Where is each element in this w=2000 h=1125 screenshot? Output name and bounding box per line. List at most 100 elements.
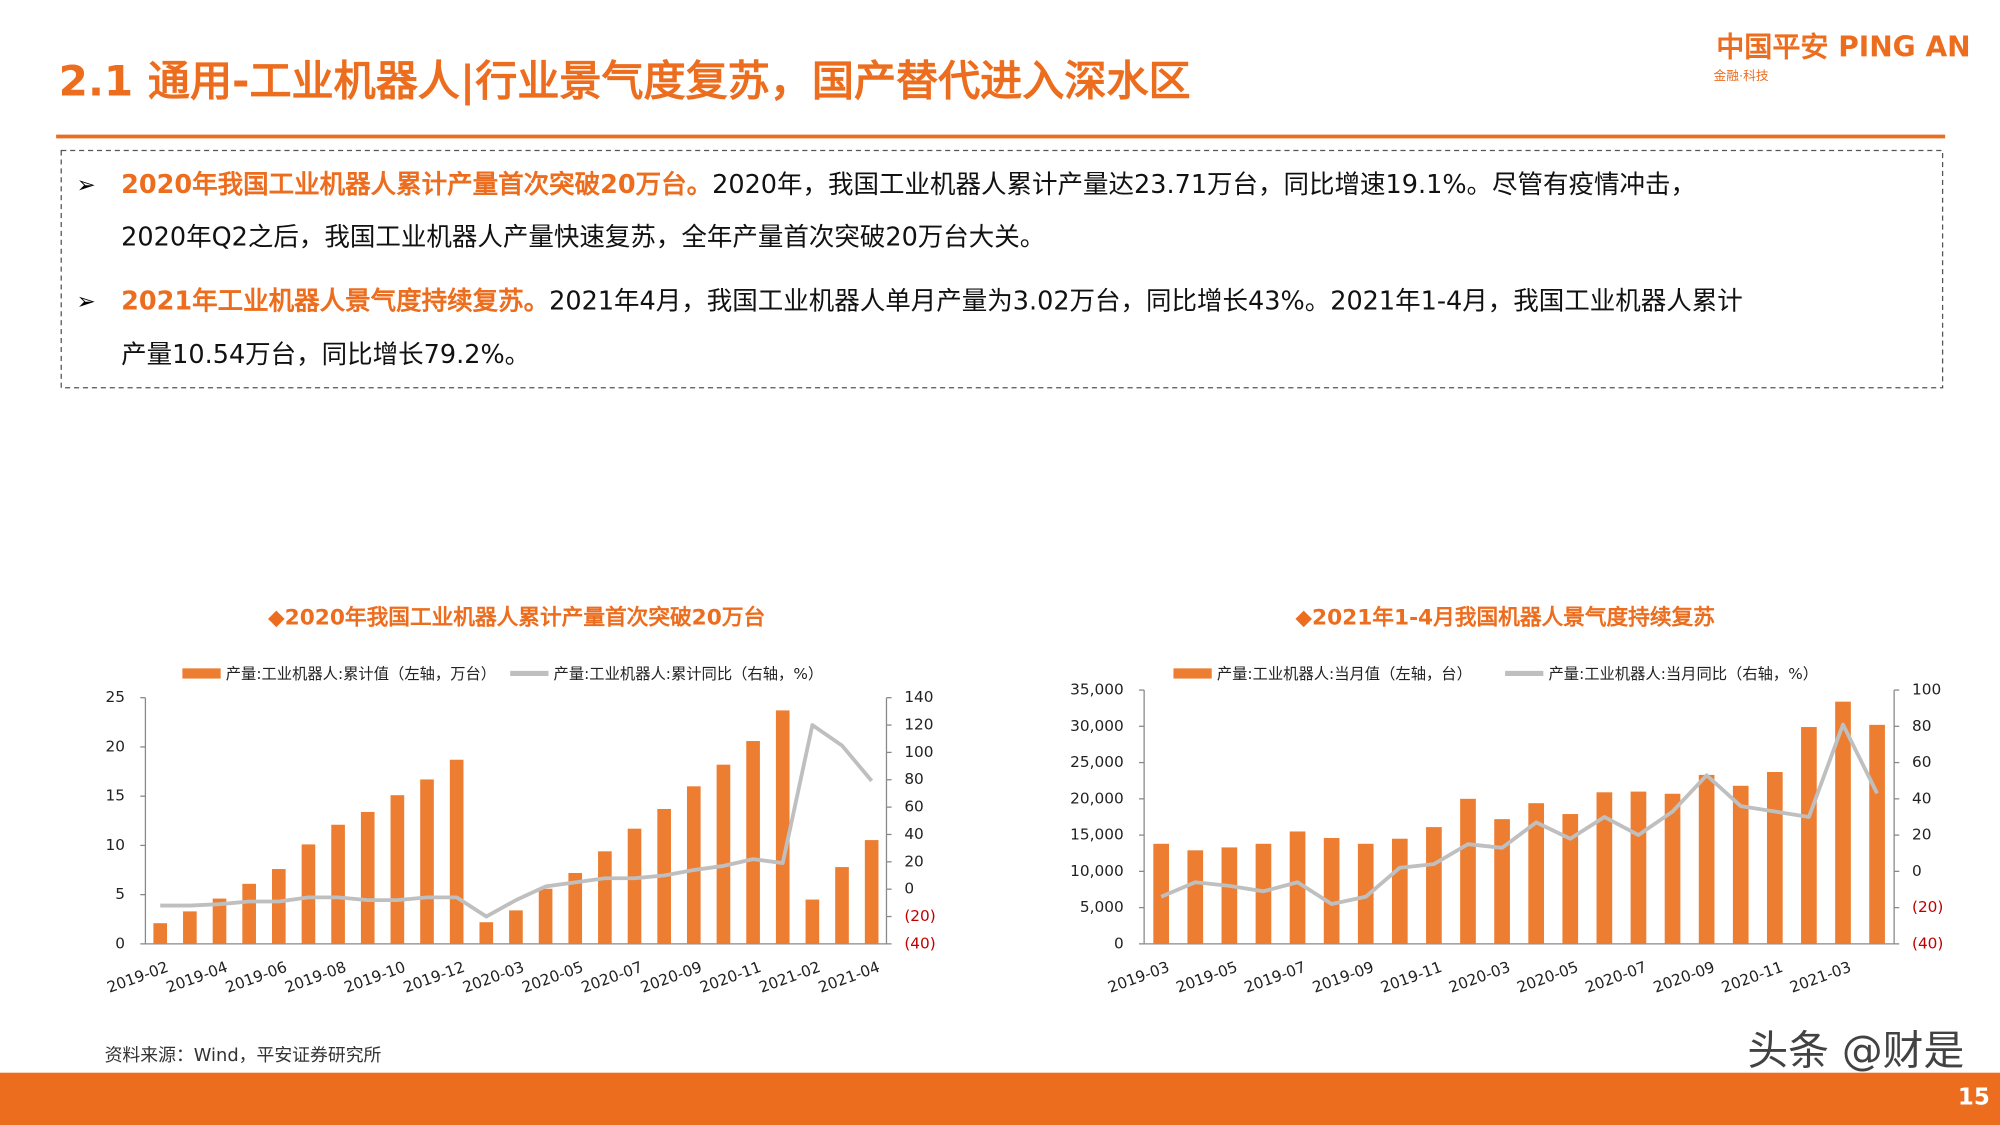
y2-tick-label: 20 bbox=[1912, 826, 1931, 844]
bar bbox=[568, 872, 583, 944]
bar bbox=[1255, 843, 1272, 944]
bar bbox=[1664, 793, 1681, 944]
bullet-text: 2020年Q2之后，我国工业机器人产量快速复苏，全年产量首次突破20万台大关。 bbox=[121, 223, 1045, 253]
bar bbox=[686, 786, 701, 944]
bar bbox=[1562, 814, 1579, 944]
y-tick-label: 0 bbox=[1114, 934, 1124, 952]
y2-tick-label: (20) bbox=[904, 907, 935, 925]
bar bbox=[1323, 837, 1340, 944]
footer-band bbox=[0, 1072, 2000, 1125]
y-tick-label: 30,000 bbox=[1070, 717, 1124, 735]
y-tick-label: 35,000 bbox=[1070, 681, 1124, 699]
bar bbox=[746, 741, 760, 944]
legend-label: 产量:工业机器人:当月值（左轴，台） bbox=[1217, 665, 1472, 683]
y-tick-label: 25 bbox=[106, 688, 125, 706]
bar bbox=[360, 811, 375, 944]
bar bbox=[1460, 798, 1476, 944]
bullet-text: 产量10.54万台，同比增长79.2%。 bbox=[121, 340, 530, 370]
bar bbox=[331, 824, 345, 944]
bar bbox=[1869, 724, 1885, 944]
bar bbox=[538, 888, 553, 944]
bar bbox=[242, 883, 256, 944]
bar bbox=[212, 898, 227, 944]
bar bbox=[1596, 792, 1613, 944]
page-number: 15 bbox=[1958, 1085, 1990, 1111]
logo-sub: 金融·科技 bbox=[1714, 68, 1769, 84]
bullet-lead: 2020年我国工业机器人累计产量首次突破20万台。 bbox=[121, 170, 712, 200]
bar bbox=[1289, 831, 1306, 944]
bar bbox=[509, 910, 523, 944]
legend-label: 产量:工业机器人:累计同比（右轴，%） bbox=[554, 665, 824, 683]
y2-tick-label: 20 bbox=[904, 852, 923, 870]
bar bbox=[1494, 819, 1510, 944]
bar bbox=[805, 899, 820, 944]
bar bbox=[420, 779, 434, 944]
y-tick-label: 20,000 bbox=[1070, 789, 1124, 807]
y2-tick-label: 40 bbox=[904, 825, 923, 843]
bar bbox=[390, 795, 405, 944]
y2-tick-label: 0 bbox=[904, 880, 914, 898]
source: 资料来源：Wind，平安证券研究所 bbox=[105, 1045, 382, 1066]
bar bbox=[1528, 803, 1545, 944]
bar bbox=[1835, 701, 1851, 944]
bar bbox=[1221, 847, 1238, 944]
bar bbox=[1426, 827, 1442, 944]
bar bbox=[183, 911, 197, 944]
bullet-arrow: ➢ bbox=[77, 289, 96, 315]
slide-title: 2.1 通用-工业机器人|行业景气度复苏，国产替代进入深水区 bbox=[59, 57, 1191, 106]
bar bbox=[479, 922, 494, 944]
chart-title: ◆2020年我国工业机器人累计产量首次突破20万台 bbox=[268, 605, 765, 631]
line bbox=[1160, 722, 1879, 906]
bar bbox=[301, 844, 316, 944]
bar bbox=[1357, 843, 1374, 944]
y-tick-label: 5 bbox=[115, 885, 125, 903]
bar bbox=[864, 840, 879, 944]
y2-tick-label: 100 bbox=[904, 743, 933, 761]
y-tick-label: 10,000 bbox=[1070, 862, 1124, 880]
bar bbox=[153, 923, 168, 944]
bar bbox=[627, 828, 642, 944]
y-tick-label: 5,000 bbox=[1080, 898, 1124, 916]
charts: ◆2020年我国工业机器人累计产量首次突破20万台 0 5 10 15 20 25 (40) (… bbox=[105, 605, 1944, 997]
bar bbox=[775, 710, 790, 944]
y2-tick-label: 80 bbox=[1912, 717, 1931, 735]
y2-tick-label: 40 bbox=[1912, 789, 1931, 807]
y2-tick-label: (40) bbox=[904, 934, 935, 952]
bar bbox=[1153, 843, 1170, 944]
bullet-arrow: ➢ bbox=[77, 173, 96, 199]
bar bbox=[1630, 791, 1647, 944]
y-tick-label: 20 bbox=[106, 737, 125, 755]
y-tick-label: 15 bbox=[106, 787, 125, 805]
bullet-text: 2020年，我国工业机器人累计产量达23.71万台，同比增速19.1%。尽管有疫… bbox=[712, 170, 1696, 200]
y2-tick-label: 60 bbox=[904, 798, 923, 816]
bullet-text: 2021年4月，我国工业机器人单月产量为3.02万台，同比增长43%。2021年… bbox=[549, 286, 1743, 316]
y2-tick-label: 140 bbox=[904, 688, 933, 706]
summary-box bbox=[60, 149, 1944, 389]
bar bbox=[1732, 785, 1749, 944]
y2-tick-label: (20) bbox=[1912, 898, 1943, 916]
bar bbox=[1187, 850, 1204, 944]
y-tick-label: 15,000 bbox=[1070, 826, 1124, 844]
y2-tick-label: 100 bbox=[1912, 681, 1941, 699]
legend-label: 产量:工业机器人:当月同比（右轴，%） bbox=[1548, 665, 1818, 683]
bullet: 2021年工业机器人景气度持续复苏。2021年4月，我国工业机器人单月产量为3.… bbox=[121, 286, 1743, 316]
chart-title: ◆2021年1-4月我国机器人景气度持续复苏 bbox=[1295, 605, 1715, 631]
y2-tick-label: 60 bbox=[1912, 753, 1931, 771]
bar bbox=[835, 867, 849, 944]
y-tick-label: 0 bbox=[115, 934, 125, 952]
y-tick-label: 10 bbox=[106, 836, 125, 854]
watermark: 头条 @财是 bbox=[1747, 1027, 1964, 1075]
bar bbox=[1801, 727, 1817, 944]
bar bbox=[271, 869, 286, 944]
legend-label: 产量:工业机器人:累计值（左轴，万台） bbox=[226, 665, 496, 683]
y-tick-label: 25,000 bbox=[1070, 753, 1124, 771]
bar bbox=[716, 764, 731, 944]
y2-tick-label: (40) bbox=[1912, 934, 1943, 952]
y2-tick-label: 120 bbox=[904, 716, 933, 734]
legend-swatch bbox=[1173, 668, 1212, 679]
bullet-lead: 2021年工业机器人景气度持续复苏。 bbox=[121, 286, 549, 316]
bar bbox=[1391, 838, 1408, 944]
y2-tick-label: 0 bbox=[1912, 862, 1922, 880]
